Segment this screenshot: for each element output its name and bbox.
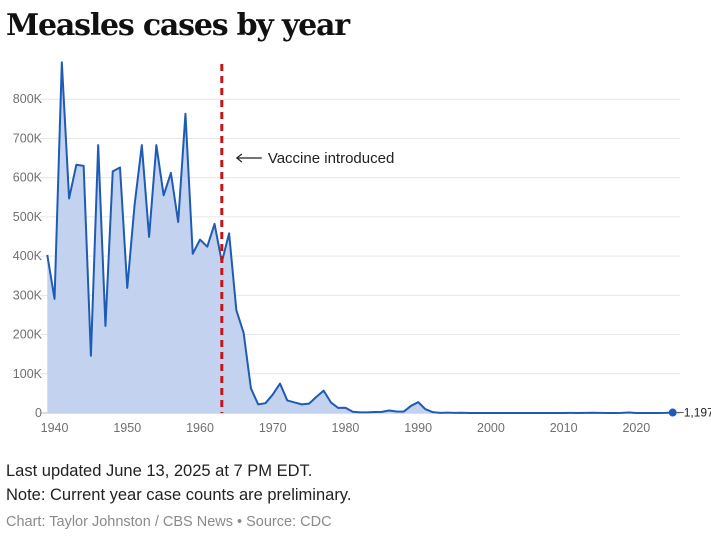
x-tick-label: 1940	[41, 421, 69, 435]
series-layer: 1,197	[46, 61, 711, 420]
y-tick-label: 600K	[13, 171, 43, 185]
x-tick-label: 1980	[332, 421, 360, 435]
y-axis-ticks: 0 100K 200K 300K 400K 500K 600K 700K 800K	[13, 92, 43, 420]
annotation-arrow-head	[235, 153, 243, 163]
preliminary-note: Note: Current year case counts are preli…	[6, 486, 352, 504]
last-point-marker	[668, 408, 677, 417]
y-tick-label: 100K	[13, 367, 43, 381]
source-credit: Chart: Taylor Johnston / CBS News • Sour…	[6, 514, 332, 530]
x-tick-label: 2020	[622, 421, 650, 435]
y-tick-label: 300K	[13, 288, 43, 302]
cases-area	[47, 62, 673, 413]
annotation-layer: Vaccine introduced	[220, 64, 394, 413]
y-tick-label: 500K	[13, 210, 43, 224]
vaccine-annotation: Vaccine introduced	[268, 150, 394, 167]
y-tick-label: 400K	[13, 249, 43, 263]
y-tick-label: 200K	[13, 328, 43, 342]
y-tick-label: 700K	[13, 131, 43, 145]
x-tick-label: 2010	[550, 421, 578, 435]
y-tick-label: 800K	[13, 92, 43, 106]
cases-line	[46, 61, 673, 414]
x-tick-label: 1970	[259, 421, 287, 435]
y-tick-label: 0	[35, 406, 42, 420]
x-axis-ticks: 1940 1950 1960 1970 1980 1990 2000 2010 2020	[41, 421, 651, 435]
x-tick-label: 2000	[477, 421, 505, 435]
last-point-label: 1,197	[684, 406, 711, 420]
x-tick-label: 1990	[404, 421, 432, 435]
x-tick-label: 1960	[186, 421, 214, 435]
last-updated-text: Last updated June 13, 2025 at 7 PM EDT.	[6, 462, 313, 480]
x-tick-label: 1950	[113, 421, 141, 435]
chart-title: Measles cases by year	[6, 8, 350, 43]
